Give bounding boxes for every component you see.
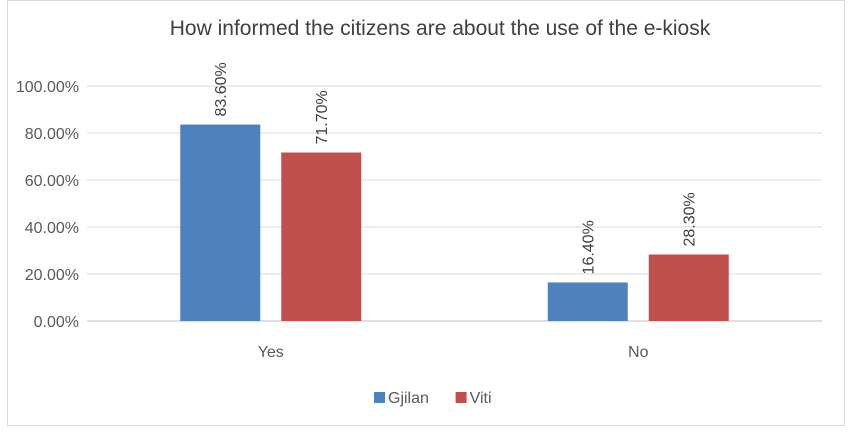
data-label: 71.70% bbox=[314, 90, 331, 144]
y-axis-tick-labels: 0.00% 20.00% 40.00% 60.00% 80.00% 100.00% bbox=[16, 79, 79, 331]
x-tick-label: Yes bbox=[258, 344, 284, 361]
data-label: 16.40% bbox=[581, 220, 598, 274]
chart-title: How informed the citizens are about the … bbox=[170, 17, 711, 40]
y-tick-label: 20.00% bbox=[25, 267, 79, 284]
legend-swatch-gjilan bbox=[374, 392, 385, 403]
y-tick-label: 60.00% bbox=[25, 173, 79, 190]
legend: Gjilan Viti bbox=[374, 390, 492, 407]
y-tick-label: 80.00% bbox=[25, 126, 79, 143]
y-tick-label: 0.00% bbox=[34, 314, 79, 331]
data-label: 83.60% bbox=[213, 62, 230, 116]
legend-label: Gjilan bbox=[388, 390, 429, 407]
bar-viti-no bbox=[648, 254, 729, 321]
y-tick-label: 40.00% bbox=[25, 220, 79, 237]
y-tick-label: 100.00% bbox=[16, 79, 79, 96]
chart-frame bbox=[7, 0, 845, 426]
legend-label: Viti bbox=[470, 390, 492, 407]
x-tick-label: No bbox=[628, 344, 649, 361]
bar-viti-yes bbox=[281, 152, 362, 321]
x-axis-tick-labels: Yes No bbox=[258, 344, 649, 361]
bar-gjilan-no bbox=[547, 282, 628, 321]
bars: 83.60% 71.70% 16.40% 28.30% bbox=[180, 62, 729, 321]
data-label: 28.30% bbox=[682, 192, 699, 246]
bar-gjilan-yes bbox=[180, 124, 261, 321]
legend-swatch-viti bbox=[455, 392, 467, 403]
